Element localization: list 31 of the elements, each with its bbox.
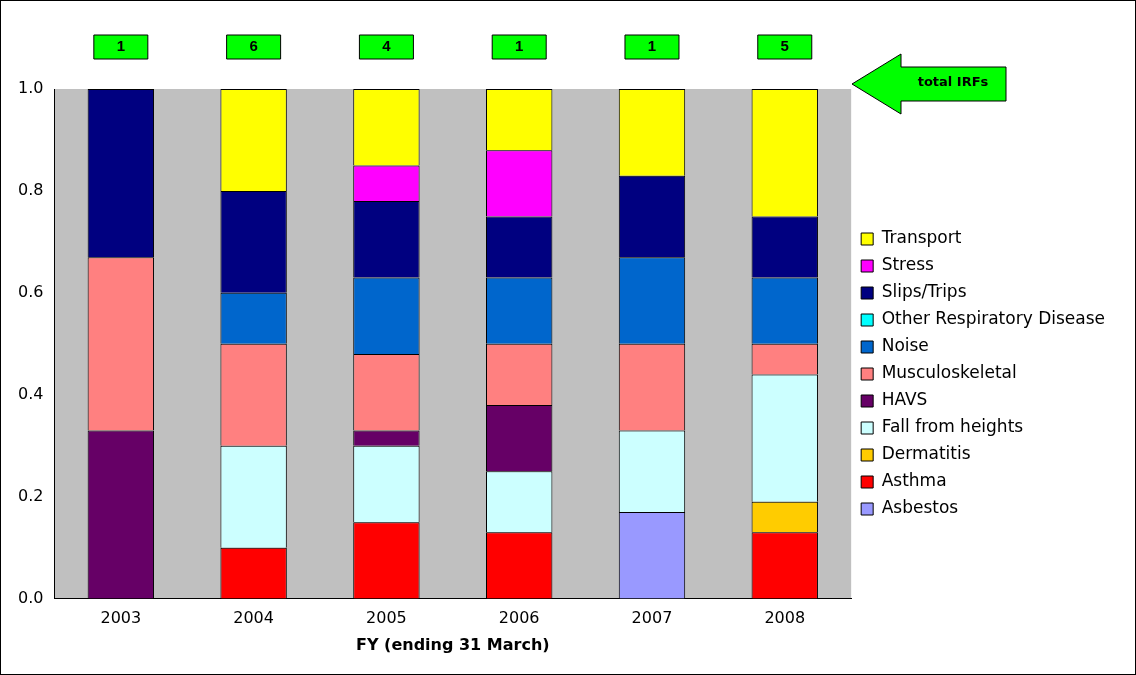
y-tick-label: 0.8	[17, 180, 44, 200]
legend-label: Slips/Trips	[881, 281, 967, 302]
total-label: 1	[647, 37, 657, 55]
x-axis-title: FY (ending 31 March)	[355, 634, 550, 654]
y-tick-label: 0.4	[17, 383, 44, 403]
x-tick-label: 2008	[764, 608, 806, 628]
y-tick-label: 0.0	[17, 587, 44, 607]
legend-label: Asthma	[881, 470, 947, 491]
legend-label: Asbestos	[881, 497, 959, 518]
total-label: 6	[249, 37, 258, 55]
legend-label: Fall from heights	[881, 416, 1024, 437]
legend-label: HAVS	[881, 389, 928, 410]
legend-label: Dermatitis	[881, 443, 971, 464]
total-label: 1	[515, 37, 524, 55]
x-tick-label: 2004	[233, 608, 274, 628]
text: total IRFs	[916, 74, 990, 89]
legend-label: Noise	[881, 335, 929, 356]
legend-label: Transport	[880, 227, 962, 248]
x-tick-label: 2003	[100, 608, 142, 628]
y-tick-label: 0.2	[17, 485, 44, 505]
x-tick-label: 2005	[366, 608, 407, 628]
total-label: 1	[116, 37, 126, 55]
total-label: 4	[382, 37, 392, 55]
x-tick-label: 2006	[498, 608, 540, 628]
legend-label: Musculoskeletal	[881, 362, 1017, 383]
total-label: 5	[780, 37, 789, 55]
x-tick-label: 2007	[631, 608, 673, 628]
legend-label: Other Respiratory Disease	[881, 308, 1105, 329]
legend-label: Stress	[881, 254, 935, 275]
y-tick-label: 0.6	[17, 282, 44, 301]
y-tick-label: 1.0	[17, 78, 44, 98]
